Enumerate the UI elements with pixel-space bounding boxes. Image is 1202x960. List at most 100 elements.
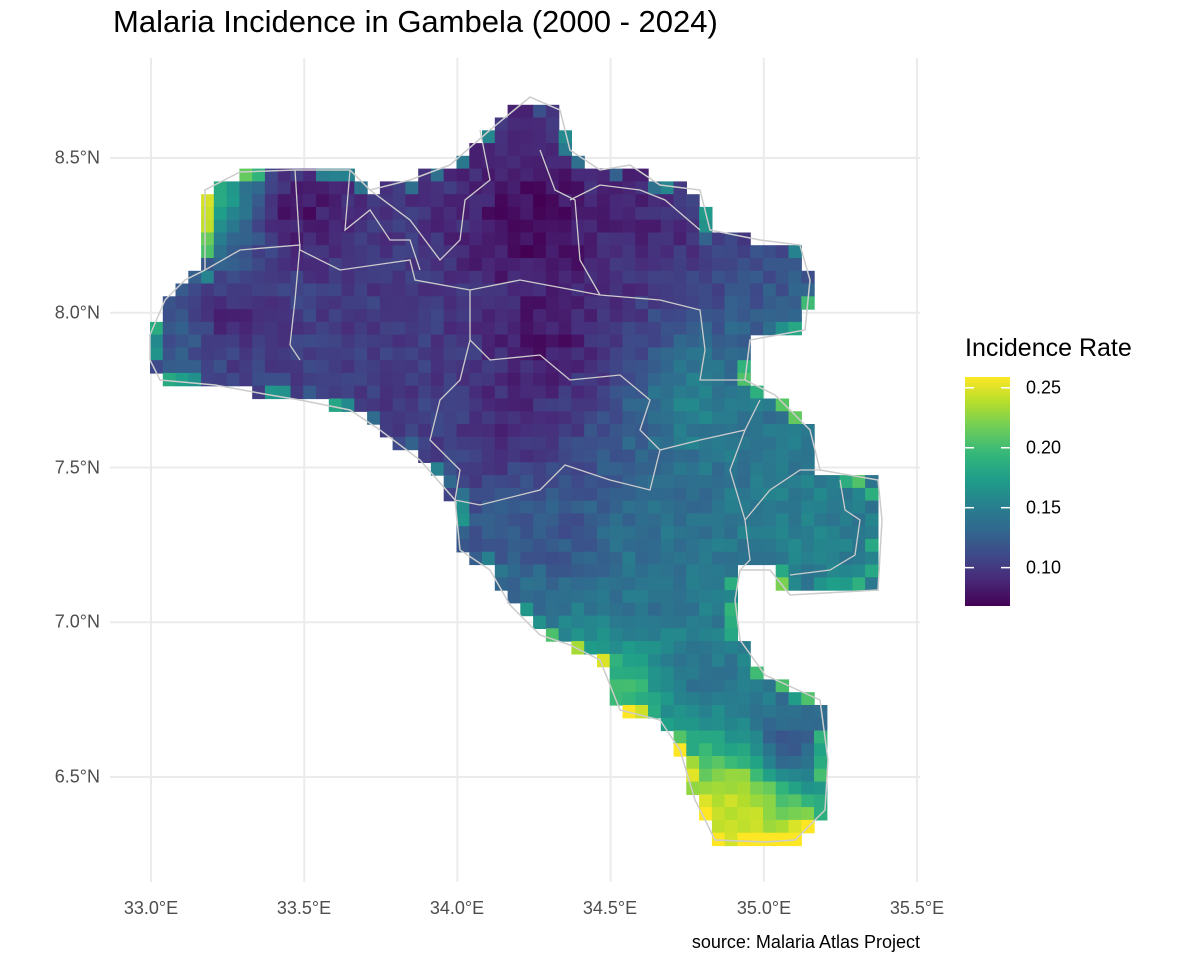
raster-cell xyxy=(635,564,649,578)
raster-cell xyxy=(545,232,560,246)
raster-cell xyxy=(418,385,432,400)
raster-cell xyxy=(763,411,777,425)
raster-cell xyxy=(699,398,713,412)
raster-cell xyxy=(660,411,675,425)
raster-cell xyxy=(839,526,853,540)
raster-cell xyxy=(711,258,726,272)
raster-cell xyxy=(609,615,624,629)
raster-cell xyxy=(711,475,726,489)
raster-cell xyxy=(443,219,458,234)
x-tick-label: 35.5°E xyxy=(889,898,945,918)
raster-cell xyxy=(775,526,790,540)
raster-cell xyxy=(724,653,738,668)
raster-cell xyxy=(750,487,764,502)
raster-cell xyxy=(737,462,751,476)
raster-cell xyxy=(622,615,636,629)
raster-cell xyxy=(520,513,534,527)
raster-cell xyxy=(724,717,738,732)
raster-cell xyxy=(469,385,483,400)
raster-cell xyxy=(469,436,483,451)
raster-cell xyxy=(558,219,572,234)
raster-cell xyxy=(354,296,368,310)
raster-cell xyxy=(226,219,240,234)
raster-cell xyxy=(469,372,483,387)
raster-cell xyxy=(533,475,547,489)
raster-cell xyxy=(686,232,700,246)
raster-cell xyxy=(545,245,560,259)
raster-cell xyxy=(814,539,828,553)
raster-cell xyxy=(814,487,828,502)
raster-cell xyxy=(558,232,572,246)
raster-cell xyxy=(775,296,790,310)
raster-cell xyxy=(328,245,343,259)
raster-cell xyxy=(686,436,700,451)
raster-cell xyxy=(673,411,687,425)
raster-cell xyxy=(545,615,560,629)
raster-cell xyxy=(430,436,445,451)
raster-cell xyxy=(494,117,509,131)
raster-cell xyxy=(597,296,611,310)
raster-cell xyxy=(571,309,585,323)
raster-cell xyxy=(303,385,317,400)
raster-cell xyxy=(482,296,496,310)
raster-cell xyxy=(648,372,662,387)
raster-cell xyxy=(584,194,598,208)
raster-cell xyxy=(354,347,368,361)
raster-cell xyxy=(545,526,560,540)
raster-cell xyxy=(443,347,458,361)
raster-cell xyxy=(584,551,598,566)
raster-cell xyxy=(814,551,828,566)
raster-cell xyxy=(788,296,802,310)
raster-cell xyxy=(635,309,649,323)
raster-cell xyxy=(226,270,240,285)
raster-cell xyxy=(648,564,662,578)
raster-cell xyxy=(379,398,394,412)
admin-boundary-line xyxy=(344,169,421,271)
raster-cell xyxy=(520,347,534,361)
raster-cell xyxy=(699,487,713,502)
raster-cell xyxy=(264,334,279,348)
raster-cell xyxy=(622,411,636,425)
raster-cell xyxy=(660,321,675,336)
raster-cell xyxy=(750,781,764,795)
raster-cell xyxy=(597,424,611,438)
raster-cell xyxy=(724,398,738,412)
raster-cell xyxy=(801,717,815,732)
raster-cell xyxy=(724,794,738,808)
raster-cell xyxy=(635,347,649,361)
raster-cell xyxy=(328,206,343,221)
admin-boundary-line xyxy=(429,339,661,506)
raster-cell xyxy=(520,104,534,119)
raster-cell xyxy=(622,258,636,272)
raster-cell xyxy=(775,794,790,808)
raster-cell xyxy=(584,475,598,489)
raster-cell xyxy=(456,270,470,285)
raster-cell xyxy=(533,615,547,629)
raster-cell xyxy=(418,283,432,297)
raster-cell xyxy=(865,475,879,489)
raster-cell xyxy=(341,334,355,348)
raster-cell xyxy=(201,270,215,285)
raster-cell xyxy=(775,258,790,272)
raster-cell xyxy=(622,653,636,668)
raster-cell xyxy=(545,181,560,195)
raster-cell xyxy=(865,551,879,566)
raster-cell xyxy=(622,487,636,502)
raster-cell xyxy=(724,577,738,591)
raster-cell xyxy=(699,564,713,578)
raster-cell xyxy=(699,692,713,706)
raster-cell xyxy=(507,206,521,221)
raster-cell xyxy=(673,232,687,246)
raster-cell xyxy=(597,360,611,374)
raster-cell xyxy=(648,551,662,566)
raster-cell xyxy=(264,245,279,259)
raster-cell xyxy=(175,283,189,297)
raster-cell xyxy=(699,615,713,629)
raster-cell xyxy=(316,219,330,234)
raster-cell xyxy=(699,730,713,744)
raster-cell xyxy=(763,321,777,336)
raster-cell xyxy=(724,500,738,514)
admin-boundary-line xyxy=(569,184,701,231)
raster-cell xyxy=(648,641,662,655)
raster-cell xyxy=(699,245,713,259)
